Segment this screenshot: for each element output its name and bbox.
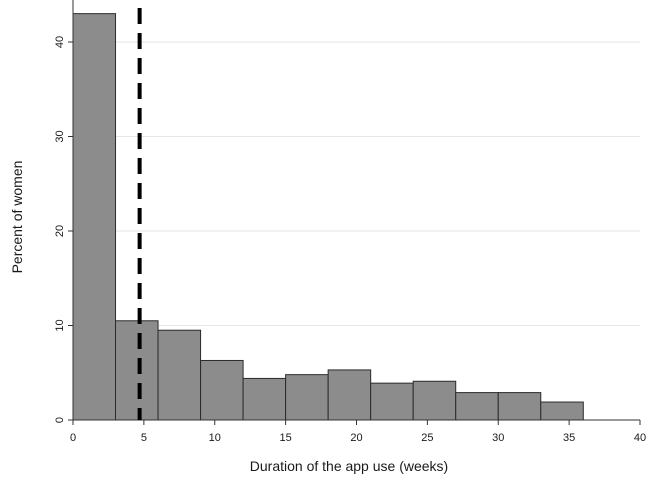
x-tick-label: 5 [141, 432, 147, 444]
y-tick-label: 30 [54, 130, 66, 142]
x-axis-label: Duration of the app use (weeks) [250, 458, 448, 474]
x-tick-label: 30 [492, 432, 504, 444]
histogram-bar [285, 374, 329, 421]
x-tick-label: 20 [350, 432, 362, 444]
histogram-bar [455, 392, 499, 421]
histogram-bar [200, 359, 244, 421]
gridlines [73, 41, 640, 326]
x-tick-label: 10 [209, 432, 221, 444]
y-axis-label: Percent of women [9, 161, 25, 274]
histogram-bar [157, 329, 202, 421]
x-tick-label: 40 [634, 432, 646, 444]
x-tick-label: 15 [280, 432, 292, 444]
histogram-bar [540, 401, 584, 421]
x-axis-ticks: 0 5 10 15 20 25 30 35 40 [70, 420, 646, 444]
x-tick-label: 25 [421, 432, 433, 444]
histogram-bar [497, 392, 542, 421]
histogram-bar [327, 369, 372, 421]
y-tick-label: 40 [54, 36, 66, 48]
histogram-bar [412, 380, 457, 421]
histogram-bar [242, 377, 287, 421]
histogram-bars [72, 13, 584, 421]
histogram-bar [370, 382, 414, 421]
histogram-bar [72, 13, 117, 421]
y-tick-label: 20 [54, 225, 66, 237]
x-tick-label: 0 [70, 432, 76, 444]
y-axis-ticks: 0 10 20 30 40 [54, 36, 73, 423]
y-tick-label: 0 [54, 417, 66, 423]
y-tick-label: 10 [54, 319, 66, 331]
x-tick-label: 35 [563, 432, 575, 444]
histogram-bar [115, 320, 159, 421]
